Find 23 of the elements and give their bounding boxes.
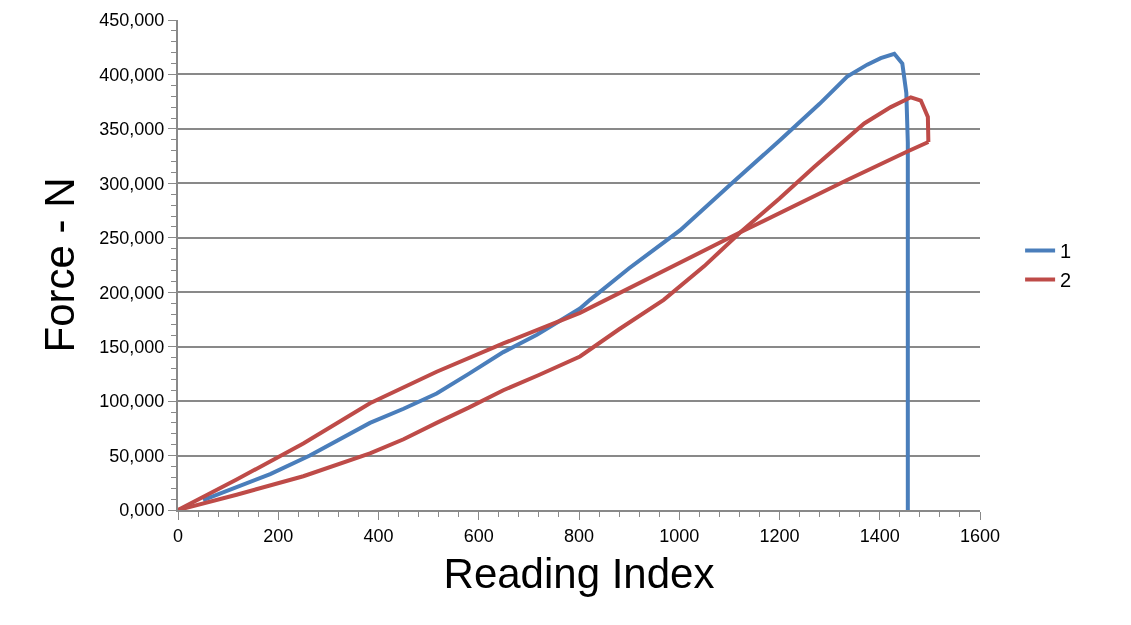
- y-axis-title: Force - N: [35, 177, 83, 353]
- y-tick-label: 200,000: [99, 282, 165, 303]
- x-tick-label: 400: [363, 525, 394, 546]
- x-tick-label: 1200: [759, 525, 800, 546]
- x-tick-label: 1400: [859, 525, 900, 546]
- legend-label: 1: [1060, 240, 1072, 263]
- x-tick-label: 0: [172, 525, 184, 546]
- y-tick-label: 150,000: [99, 336, 165, 357]
- legend-label: 2: [1060, 269, 1072, 292]
- x-tick-label: 1600: [959, 525, 1001, 546]
- y-tick-label: 250,000: [99, 228, 165, 249]
- x-tick-label: 600: [463, 525, 494, 546]
- y-tick-label: 350,000: [99, 119, 165, 140]
- y-tick-label: 400,000: [99, 64, 165, 85]
- y-tick-label: 450,000: [99, 10, 165, 31]
- y-tick-label: 0,000: [119, 500, 165, 521]
- x-tick-label: 800: [563, 525, 595, 546]
- x-tick-label: 200: [263, 525, 294, 546]
- x-tick-label: 1000: [659, 525, 700, 546]
- y-tick-label: 300,000: [99, 173, 165, 194]
- y-tick-label: 100,000: [99, 391, 165, 412]
- y-tick-label: 50,000: [109, 445, 165, 466]
- x-axis-title: Reading Index: [443, 550, 715, 597]
